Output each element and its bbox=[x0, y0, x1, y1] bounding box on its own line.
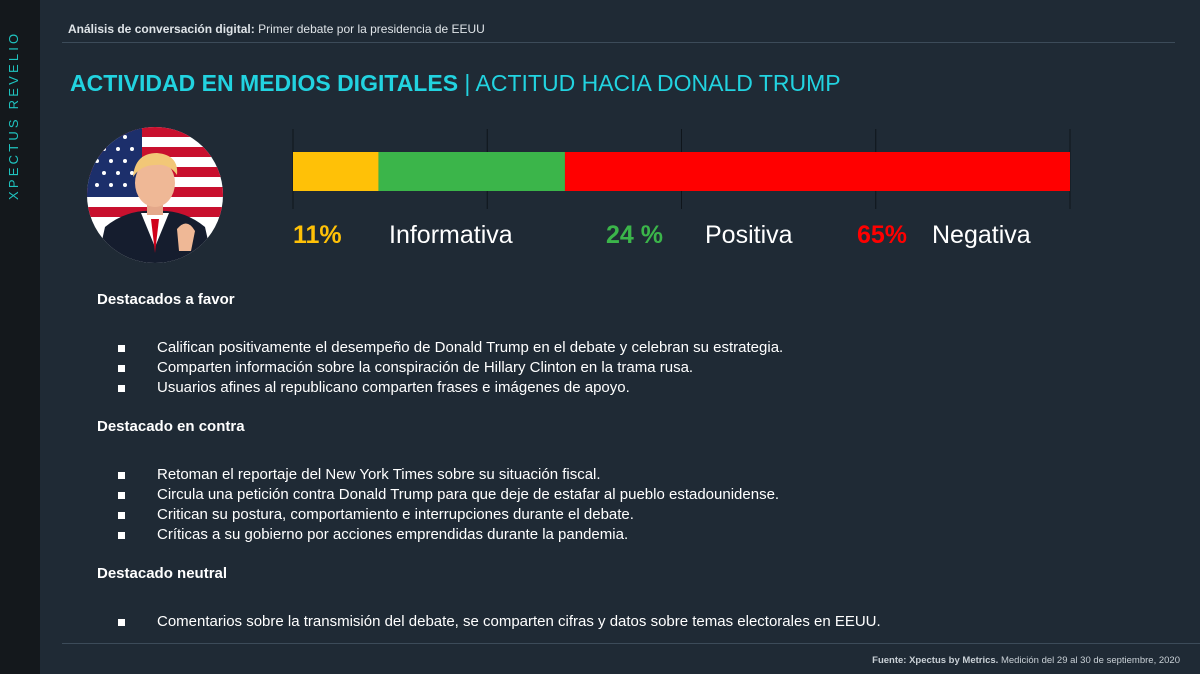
highlight-section: Destacados a favor Califican positivament… bbox=[97, 290, 1097, 398]
square-bullet-icon bbox=[118, 345, 125, 352]
list-item: Circula una petición contra Donald Trump… bbox=[97, 485, 1097, 505]
list-item: Califican positivamente el desempeño de … bbox=[97, 338, 1097, 358]
square-bullet-icon bbox=[118, 472, 125, 479]
highlights: Destacados a favor Califican positivament… bbox=[97, 290, 1097, 651]
page-title-main: ACTIVIDAD EN MEDIOS DIGITALES bbox=[70, 70, 459, 96]
list-item: Retoman el reportaje del New York Times … bbox=[97, 465, 1097, 485]
list-item: Comentarios sobre la transmisión del deb… bbox=[97, 612, 1097, 632]
list-item: Usuarios afines al republicano comparten… bbox=[97, 378, 1097, 398]
list-item-text: Usuarios afines al republicano comparten… bbox=[157, 379, 630, 396]
list-item-text: Retoman el reportaje del New York Times … bbox=[157, 466, 601, 483]
square-bullet-icon bbox=[118, 365, 125, 372]
bar-negativa bbox=[564, 152, 1070, 191]
section-title: Destacado en contra bbox=[97, 418, 245, 435]
header-text: Primer debate por la presidencia de EEUU bbox=[254, 22, 485, 36]
list-item: Comparten información sobre la conspirac… bbox=[97, 358, 1097, 378]
highlight-list: Retoman el reportaje del New York Times … bbox=[97, 465, 1097, 545]
brand-label: XPECTUS REVELIO bbox=[6, 30, 21, 200]
list-item-text: Circula una petición contra Donald Trump… bbox=[157, 486, 780, 503]
value-label-positiva: 24 % bbox=[606, 221, 663, 249]
category-label-negativa: Negativa bbox=[932, 221, 1031, 249]
category-label-informativa: Informativa bbox=[389, 221, 513, 249]
bar-informativa bbox=[293, 152, 379, 191]
attitude-chart: 11% Informativa 24 % Positiva 65% Negativa bbox=[292, 129, 1071, 249]
list-item-text: Comparten información sobre la conspirac… bbox=[157, 359, 694, 376]
footer-divider bbox=[62, 643, 1200, 644]
value-label-negativa: 65% bbox=[857, 221, 907, 249]
header-line: Análisis de conversación digital: Primer… bbox=[68, 22, 485, 36]
page-title: ACTIVIDAD EN MEDIOS DIGITALES | ACTITUD … bbox=[70, 70, 841, 97]
list-item: Críticas a su gobierno por acciones empr… bbox=[97, 525, 1097, 545]
highlight-list: Comentarios sobre la transmisión del deb… bbox=[97, 612, 1097, 632]
square-bullet-icon bbox=[118, 385, 125, 392]
category-label-positiva: Positiva bbox=[705, 221, 793, 249]
sidebar: XPECTUS REVELIO bbox=[0, 0, 40, 674]
square-bullet-icon bbox=[118, 492, 125, 499]
page-title-sub: ACTITUD HACIA DONALD TRUMP bbox=[475, 70, 841, 96]
avatar bbox=[87, 127, 223, 263]
header-label: Análisis de conversación digital: bbox=[68, 22, 255, 36]
list-item-text: Comentarios sobre la transmisión del deb… bbox=[157, 613, 881, 630]
politician-portrait-icon bbox=[87, 127, 223, 263]
header-divider bbox=[62, 42, 1175, 43]
highlight-section: Destacado en contra Retoman el reportaje … bbox=[97, 417, 1097, 545]
square-bullet-icon bbox=[118, 532, 125, 539]
footer-source: Fuente: Xpectus by Metrics. bbox=[872, 655, 999, 666]
list-item-text: Califican positivamente el desempeño de … bbox=[157, 339, 784, 356]
page-title-separator: | bbox=[458, 70, 476, 96]
list-item: Critican su postura, comportamiento e in… bbox=[97, 505, 1097, 525]
list-item-text: Critican su postura, comportamiento e in… bbox=[157, 506, 634, 523]
value-label-informativa: 11% bbox=[293, 221, 342, 249]
bar-positiva bbox=[378, 152, 565, 191]
highlight-section: Destacado neutral Comentarios sobre la tr… bbox=[97, 564, 1097, 632]
square-bullet-icon bbox=[118, 512, 125, 519]
section-title: Destacados a favor bbox=[97, 291, 235, 308]
footer: Fuente: Xpectus by Metrics. Medición del… bbox=[872, 655, 1180, 666]
highlight-list: Califican positivamente el desempeño de … bbox=[97, 338, 1097, 398]
footer-text: Medición del 29 al 30 de septiembre, 202… bbox=[998, 655, 1180, 666]
section-title: Destacado neutral bbox=[97, 565, 228, 582]
square-bullet-icon bbox=[118, 619, 125, 626]
list-item-text: Críticas a su gobierno por acciones empr… bbox=[157, 526, 629, 543]
